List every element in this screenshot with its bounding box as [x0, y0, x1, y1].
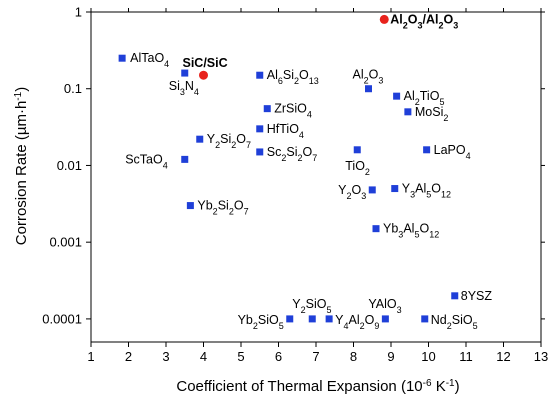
y-tick-label: 0.1	[64, 81, 82, 96]
x-tick-label: 13	[534, 349, 548, 364]
point-al2o3-al2o3	[379, 14, 389, 24]
label-sctao4: ScTaO4	[125, 152, 168, 170]
point-zrsio4	[263, 105, 271, 113]
label-yb2si2o7: Yb2Si2O7	[197, 199, 248, 217]
label-hftio4: HfTiO4	[267, 122, 304, 140]
y-tick-label: 1	[75, 5, 82, 20]
x-tick-label: 11	[459, 349, 473, 364]
point-y4al2o9	[325, 315, 333, 323]
data-marks	[118, 14, 459, 323]
point-yb2sio5	[286, 315, 294, 323]
point-mosi2	[404, 108, 412, 116]
point-yalo3	[381, 315, 389, 323]
label-yalo3: YAlO3	[368, 297, 401, 315]
point-al2o3	[365, 85, 372, 93]
x-tick-label: 4	[200, 349, 207, 364]
point-si3n4	[181, 69, 189, 77]
point-y2sio5	[308, 315, 316, 323]
label-tio2: TiO2	[345, 159, 370, 177]
point-yb2si2o7	[186, 202, 194, 210]
point-y2si2o7	[196, 135, 204, 143]
label-al2o3: Al2O3	[353, 68, 384, 86]
x-tick-label: 7	[312, 349, 319, 364]
label-y2o3: Y2O3	[338, 183, 366, 201]
point-sic-sic	[199, 70, 208, 80]
point-y2o3	[368, 186, 376, 194]
point-sctao4	[181, 155, 189, 163]
x-tick-label: 12	[496, 349, 510, 364]
y-tick-label: 0.0001	[42, 311, 82, 326]
label-yb3al5o12: Yb3Al5O12	[383, 222, 439, 240]
label-lapo4: LaPO4	[434, 143, 471, 161]
label-y4al2o9: Y4Al2O9	[335, 313, 379, 331]
y-tick-label: 0.01	[57, 158, 82, 173]
label-y2si2o7: Y2Si2O7	[207, 132, 251, 150]
label-sc2si2o7: Sc2Si2O7	[267, 145, 318, 163]
x-tick-label: 8	[350, 349, 357, 364]
x-tick-label: 3	[162, 349, 169, 364]
label-sic-sic: SiC/SiC	[183, 56, 228, 70]
label-yb2sio5: Yb2SiO5	[238, 313, 284, 331]
label-y3al5o12: Y3Al5O12	[402, 182, 451, 200]
point-al6si2o13	[256, 71, 264, 79]
x-tick-label: 9	[387, 349, 394, 364]
x-tick-label: 10	[421, 349, 435, 364]
y-axis-title: Corrosion Rate (µm·h-1)	[13, 87, 31, 245]
x-axis-title: Coefficient of Thermal Expansion (10-6 K…	[176, 378, 459, 396]
label-al2tio5: Al2TiO5	[404, 89, 445, 107]
label-8ysz: 8YSZ	[461, 289, 493, 303]
point-8ysz	[451, 292, 459, 300]
label-al6si2o13: Al6Si2O13	[267, 68, 319, 86]
point-al2tio5	[393, 92, 401, 100]
y-tick-label: 0.001	[49, 235, 82, 250]
label-nd2sio5: Nd2SiO5	[431, 313, 478, 331]
x-tick-label: 2	[125, 349, 132, 364]
label-altao4: AlTaO4	[130, 51, 169, 69]
point-tio2	[353, 146, 361, 154]
point-y3al5o12	[391, 185, 399, 193]
x-tick-label: 5	[237, 349, 244, 364]
x-tick-label: 6	[275, 349, 282, 364]
point-altao4	[118, 54, 126, 62]
point-nd2sio5	[421, 315, 429, 323]
label-zrsio4: ZrSiO4	[274, 102, 312, 120]
x-tick-label: 1	[87, 349, 94, 364]
point-sc2si2o7	[256, 148, 264, 156]
label-mosi2: MoSi2	[415, 105, 449, 123]
point-lapo4	[423, 146, 431, 154]
label-si3n4: Si3N4	[169, 79, 199, 97]
point-yb3al5o12	[372, 225, 380, 233]
point-hftio4	[256, 125, 264, 133]
label-y2sio5: Y2SiO5	[292, 297, 331, 315]
label-al2o3-al2o3: Al2O3/Al2O3	[390, 12, 458, 30]
